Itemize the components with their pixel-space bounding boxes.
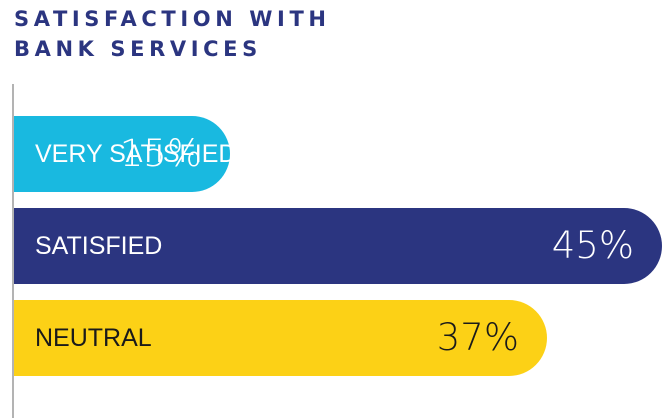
bar-category-label: NEUTRAL [35, 324, 152, 352]
chart-title-line-2: BANK SERVICES [14, 37, 262, 61]
bar-value-label: 45% [551, 224, 634, 267]
bar-value-label: 15% [119, 132, 202, 175]
bar-category-label: SATISFIED [35, 232, 163, 260]
category-axis-line [12, 84, 14, 418]
chart-title-line-1: SATISFACTION WITH [14, 7, 331, 31]
bar-category-label: VERY SATISFIED [35, 140, 237, 168]
bar-value-label: 37% [436, 316, 519, 359]
bar-neutral: NEUTRAL 37% [14, 300, 547, 376]
bar-very-satisfied: VERY SATISFIED 15% [14, 116, 236, 192]
bar-satisfied: SATISFIED 45% [14, 208, 662, 284]
chart-title: SATISFACTION WITH BANK SERVICES [14, 4, 331, 64]
